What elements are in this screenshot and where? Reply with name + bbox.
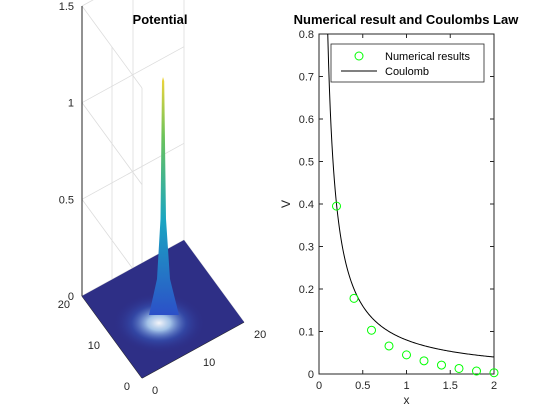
coulomb-series-line bbox=[327, 33, 495, 358]
surface-x-tick-label: 20 bbox=[254, 329, 266, 341]
x-tick-label: 0.5 bbox=[355, 380, 370, 392]
legend-box bbox=[330, 43, 485, 83]
surface-mesh bbox=[82, 77, 244, 378]
legend-marker-numerical bbox=[354, 51, 364, 61]
numerical-point bbox=[367, 325, 376, 335]
numerical-point bbox=[454, 363, 464, 373]
coulomb-y-label: V bbox=[279, 200, 293, 208]
coulomb-ticks: 0 0.5 1 1.5 2 0 0.1 0.2 0.3 0.4 0.5 0.6 0.7 0.8 bbox=[299, 29, 497, 392]
surface-y-tick-label: 0 bbox=[124, 381, 130, 393]
legend: Numerical results Coulomb bbox=[330, 43, 485, 83]
surface-z-tick-label: 1 bbox=[68, 98, 74, 110]
numerical-point bbox=[419, 356, 429, 366]
legend-label-coulomb: Coulomb bbox=[385, 66, 429, 78]
y-tick-label: 0.3 bbox=[299, 242, 314, 254]
y-tick-label: 0.2 bbox=[299, 284, 314, 296]
x-tick-label: 2 bbox=[491, 380, 497, 392]
numerical-point bbox=[402, 350, 411, 360]
y-tick-label: 0.8 bbox=[299, 29, 314, 41]
y-tick-label: 0.6 bbox=[299, 114, 314, 126]
numerical-point bbox=[332, 201, 341, 211]
surface-y-tick-label: 20 bbox=[58, 299, 70, 311]
coulomb-axes-box bbox=[318, 33, 495, 375]
surface-z-tick-label: 0.5 bbox=[59, 194, 74, 206]
coulomb-plot: Numerical result and Coulombs Law 0 0.5 1 1… bbox=[279, 12, 519, 407]
y-tick-label: 0 bbox=[308, 369, 314, 381]
numerical-point bbox=[384, 341, 394, 351]
surface-x-tick-label: 0 bbox=[152, 385, 158, 397]
y-tick-label: 0.4 bbox=[299, 199, 314, 211]
surface-peak bbox=[149, 77, 179, 315]
y-tick-label: 0.1 bbox=[299, 327, 314, 339]
numerical-point bbox=[472, 366, 481, 376]
surface-title: Potential bbox=[133, 12, 188, 27]
surface-z-tick-label: 0 bbox=[68, 291, 74, 303]
coulomb-title: Numerical result and Coulombs Law bbox=[294, 12, 520, 27]
x-tick-label: 1 bbox=[403, 380, 409, 392]
numerical-point bbox=[349, 293, 359, 303]
surface-x-tick-label: 10 bbox=[203, 357, 215, 369]
y-tick-label: 0.7 bbox=[299, 72, 314, 84]
coulomb-x-label: x bbox=[404, 393, 410, 407]
numerical-series-markers bbox=[332, 201, 499, 378]
numerical-point bbox=[489, 368, 499, 378]
surface-z-tick-label: 1.5 bbox=[59, 1, 74, 13]
x-tick-label: 1.5 bbox=[443, 380, 458, 392]
legend-label-numerical: Numerical results bbox=[385, 51, 470, 63]
y-tick-label: 0.5 bbox=[299, 157, 314, 169]
numerical-point bbox=[437, 360, 446, 370]
x-tick-label: 0 bbox=[316, 380, 322, 392]
surface-y-tick-label: 10 bbox=[88, 340, 100, 352]
surface-glow bbox=[113, 293, 205, 353]
